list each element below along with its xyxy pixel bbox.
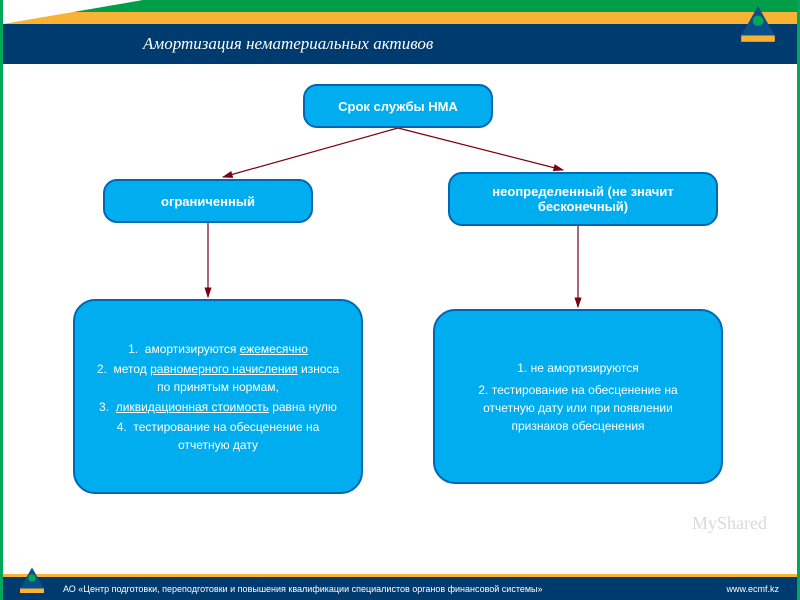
list-item: 2. тестирование на обесценение на отчетн… — [445, 379, 711, 437]
slide-title: Амортизация нематериальных активов — [143, 34, 433, 54]
node-right-label: неопределенный (не значит бесконечный) — [460, 184, 706, 214]
node-root-label: Срок службы НМА — [338, 99, 458, 114]
logo-top-icon — [737, 4, 779, 46]
list-item: 3. ликвидационная стоимость равна нулю — [85, 397, 351, 417]
node-right-detail: 1. не амортизируются2. тестирование на о… — [433, 309, 723, 484]
left-list: 1. амортизируются ежемесячно2. метод рав… — [85, 339, 351, 455]
corner-triangle-top-left — [3, 0, 143, 24]
node-left: ограниченный — [103, 179, 313, 223]
right-list: 1. не амортизируются2. тестирование на о… — [445, 357, 711, 437]
logo-footer-icon — [17, 566, 47, 596]
list-item: 1. не амортизируются — [445, 357, 711, 379]
watermark-text: MyShared — [692, 513, 767, 534]
header-title-bar: Амортизация нематериальных активов — [3, 24, 797, 64]
node-left-label: ограниченный — [161, 194, 255, 209]
footer-org-text: АО «Центр подготовки, переподготовки и п… — [63, 584, 543, 594]
list-item: 1. амортизируются ежемесячно — [85, 339, 351, 359]
diagram-area: Срок службы НМА ограниченный неопределен… — [3, 64, 797, 574]
slide-page: Амортизация нематериальных активов Срок … — [0, 0, 800, 600]
node-left-detail: 1. амортизируются ежемесячно2. метод рав… — [73, 299, 363, 494]
list-item: 4. тестирование на обесценение на отчетн… — [85, 417, 351, 455]
footer-url: www.ecmf.kz — [726, 584, 779, 594]
node-root: Срок службы НМА — [303, 84, 493, 128]
list-item: 2. метод равномерного начисления износа … — [85, 359, 351, 397]
footer-bar: АО «Центр подготовки, переподготовки и п… — [3, 574, 797, 600]
node-right: неопределенный (не значит бесконечный) — [448, 172, 718, 226]
